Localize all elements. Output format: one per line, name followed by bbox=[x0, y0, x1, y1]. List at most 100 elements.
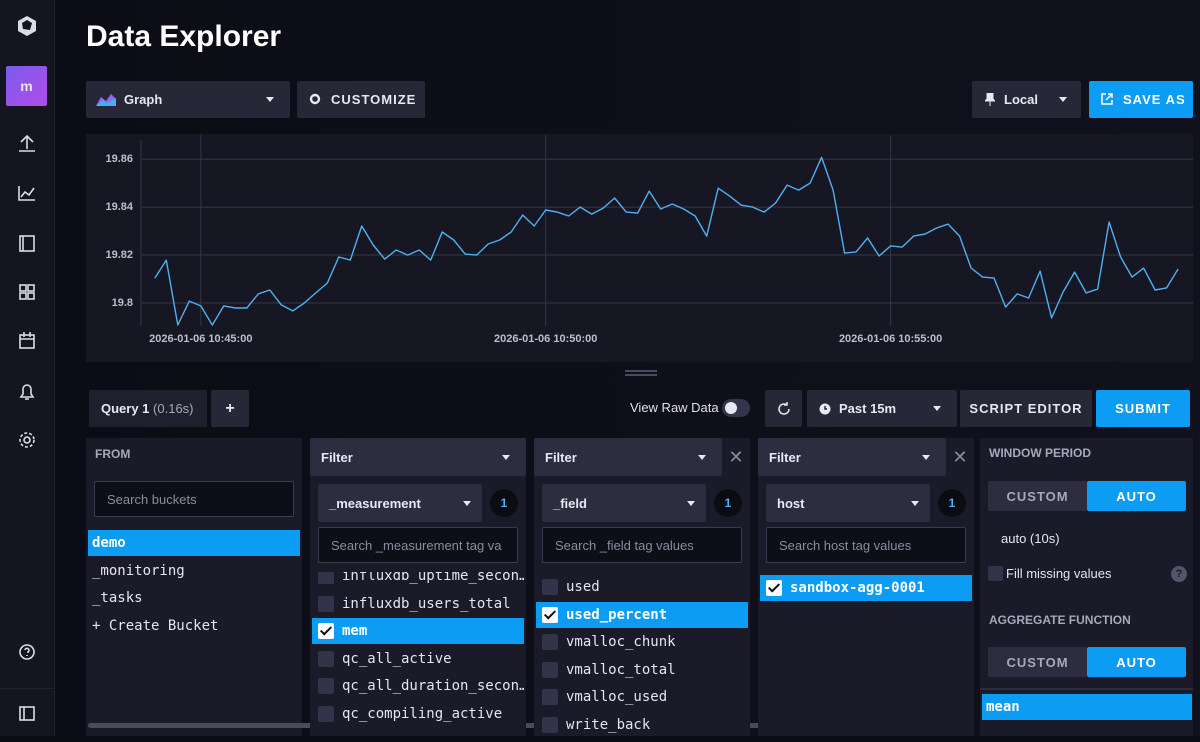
list-item[interactable]: sandbox-agg-0001 bbox=[760, 575, 972, 601]
tag-list: usedused_percentvmalloc_chunk vmalloc_tot… bbox=[536, 572, 748, 736]
checkbox[interactable] bbox=[542, 634, 558, 650]
tag-search[interactable]: Search _field tag values bbox=[542, 527, 742, 563]
item-label: vmalloc_total bbox=[566, 662, 676, 678]
list-item[interactable]: + Create Bucket bbox=[88, 613, 300, 639]
caret bbox=[922, 455, 930, 460]
filter-mode-label: Filter bbox=[321, 450, 353, 465]
checkbox[interactable] bbox=[542, 662, 558, 678]
checkbox[interactable] bbox=[318, 651, 334, 667]
item-label: demo bbox=[92, 535, 126, 551]
submit-button[interactable]: SUBMIT bbox=[1096, 390, 1190, 427]
item-label: write_back bbox=[566, 717, 650, 733]
x-tick-label: 2026-01-06 10:45:00 bbox=[149, 333, 252, 345]
item-label: mem bbox=[342, 623, 367, 639]
checkbox[interactable] bbox=[766, 580, 782, 596]
checkbox[interactable] bbox=[542, 579, 558, 595]
list-item[interactable]: _monitoring bbox=[88, 558, 300, 584]
time-range-dropdown[interactable]: Past 15m bbox=[807, 390, 957, 427]
window-panel: WINDOW PERIOD CUSTOM AUTO auto (10s) Fil… bbox=[980, 438, 1193, 736]
selected-count: 1 bbox=[938, 489, 966, 517]
filter-panel: Filter ✕ _field 1 Search _field tag values us… bbox=[534, 438, 750, 736]
list-item[interactable]: mem bbox=[312, 618, 524, 644]
caret bbox=[463, 501, 471, 506]
list-item[interactable]: qc_compiling_active bbox=[312, 701, 524, 727]
close-button[interactable]: ✕ bbox=[952, 449, 968, 465]
query-tab-time: (0.16s) bbox=[153, 401, 193, 416]
checkbox[interactable] bbox=[318, 706, 334, 722]
fill-missing-label: Fill missing values bbox=[1006, 566, 1111, 581]
raw-data-label: View Raw Data bbox=[630, 400, 719, 415]
key-dropdown[interactable]: _measurement bbox=[318, 484, 482, 522]
checkbox[interactable] bbox=[542, 689, 558, 705]
window-auto[interactable]: AUTO bbox=[1087, 481, 1186, 511]
resize-handle[interactable] bbox=[625, 370, 657, 376]
item-label: qc_all_active bbox=[342, 651, 452, 667]
from-panel: FROM Search buckets demo_monitoring_task… bbox=[86, 438, 302, 736]
list-item[interactable]: vmalloc_used bbox=[536, 684, 748, 710]
raw-data-toggle[interactable] bbox=[722, 399, 750, 417]
checkbox[interactable] bbox=[318, 678, 334, 694]
list-item[interactable]: _tasks bbox=[88, 585, 300, 611]
list-item[interactable]: qc_all_duration_secon… bbox=[312, 673, 524, 699]
tag-search[interactable]: Search host tag values bbox=[766, 527, 966, 563]
list-item[interactable]: vmalloc_chunk bbox=[536, 629, 748, 655]
function-list: mean bbox=[982, 694, 1192, 734]
query-tab-label: Query 1 bbox=[101, 401, 149, 416]
refresh-button[interactable] bbox=[765, 390, 802, 427]
checkbox[interactable] bbox=[318, 623, 334, 639]
caret bbox=[911, 501, 919, 506]
tag-list: sandbox-agg-0001 bbox=[760, 572, 972, 736]
close-button[interactable]: ✕ bbox=[728, 449, 744, 465]
script-editor-button[interactable]: SCRIPT EDITOR bbox=[960, 390, 1092, 427]
filter-mode-dropdown[interactable]: Filter bbox=[534, 438, 722, 476]
time-range-label: Past 15m bbox=[839, 401, 896, 416]
list-item[interactable]: write_back bbox=[536, 712, 748, 737]
list-item[interactable]: influxdb_users_total bbox=[312, 591, 524, 617]
aggregate-custom[interactable]: CUSTOM bbox=[988, 647, 1087, 677]
collapse-panel[interactable] bbox=[0, 688, 55, 736]
list-item[interactable]: demo bbox=[88, 530, 300, 556]
selected-count: 1 bbox=[490, 489, 518, 517]
list-item[interactable]: influxdb_uptime_secon… bbox=[312, 572, 524, 589]
alerts-icon[interactable] bbox=[21, 385, 33, 399]
caret bbox=[933, 406, 941, 411]
tag-search[interactable]: Search _measurement tag va bbox=[318, 527, 518, 563]
window-custom[interactable]: CUSTOM bbox=[988, 481, 1087, 511]
aggregate-label: AGGREGATE FUNCTION bbox=[989, 613, 1131, 627]
checkbox[interactable] bbox=[318, 572, 334, 584]
filter-mode-dropdown[interactable]: Filter bbox=[758, 438, 946, 476]
checkbox[interactable] bbox=[318, 596, 334, 612]
key-label: host bbox=[777, 496, 804, 511]
list-item[interactable]: qc_all_active bbox=[312, 646, 524, 672]
caret bbox=[698, 455, 706, 460]
window-label: WINDOW PERIOD bbox=[989, 446, 1091, 460]
settings-icon[interactable] bbox=[20, 433, 34, 447]
query-tab[interactable]: Query 1 (0.16s) bbox=[89, 390, 207, 427]
add-query-button[interactable]: + bbox=[211, 390, 249, 427]
item-label: influxdb_users_total bbox=[342, 596, 511, 612]
filter-mode-label: Filter bbox=[769, 450, 801, 465]
help-badge[interactable]: ? bbox=[1171, 566, 1187, 582]
clock-icon bbox=[819, 403, 831, 415]
collapse-icon bbox=[0, 689, 55, 737]
filter-mode-dropdown[interactable]: Filter bbox=[310, 438, 526, 476]
key-dropdown[interactable]: _field bbox=[542, 484, 706, 522]
y-tick-label: 19.86 bbox=[105, 153, 133, 165]
aggregate-auto[interactable]: AUTO bbox=[1087, 647, 1186, 677]
list-item[interactable]: used_percent bbox=[536, 602, 748, 628]
item-label: _monitoring bbox=[92, 563, 185, 579]
key-label: _measurement bbox=[329, 496, 421, 511]
selected-count: 1 bbox=[714, 489, 742, 517]
checkbox[interactable] bbox=[542, 607, 558, 623]
caret bbox=[687, 501, 695, 506]
fill-missing-checkbox[interactable] bbox=[988, 566, 1003, 581]
item-label: mean bbox=[986, 699, 1020, 715]
list-item[interactable]: mean bbox=[982, 694, 1192, 720]
item-label: influxdb_uptime_secon… bbox=[342, 572, 524, 584]
help-icon[interactable] bbox=[20, 645, 34, 659]
list-item[interactable]: vmalloc_total bbox=[536, 657, 748, 683]
checkbox[interactable] bbox=[542, 717, 558, 733]
list-item[interactable]: used bbox=[536, 574, 748, 600]
key-dropdown[interactable]: host bbox=[766, 484, 930, 522]
bucket-search[interactable]: Search buckets bbox=[94, 481, 294, 517]
